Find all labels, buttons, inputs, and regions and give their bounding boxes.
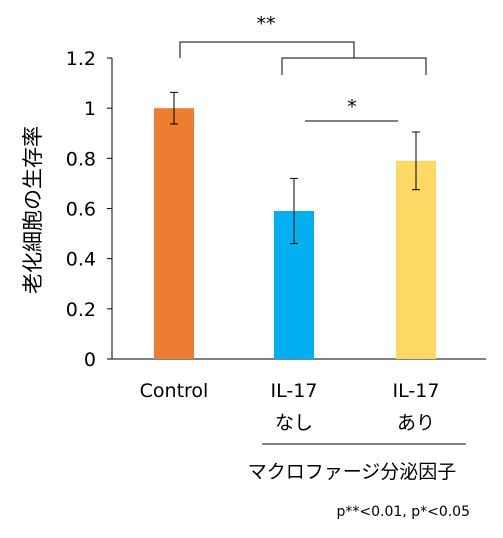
category-label-1: IL-17 (271, 380, 318, 402)
group-label: マクロファージ分泌因子 (248, 461, 457, 483)
error-bars-group (170, 91, 420, 245)
pvalue-note: p**<0.01, p*<0.05 (337, 504, 470, 520)
y-tick-label: 0.8 (66, 148, 96, 170)
category-sublabel-2: あり (397, 412, 435, 434)
y-tick-label: 1.2 (66, 48, 96, 70)
y-tick-label: 1 (84, 98, 96, 120)
category-label-0: Control (140, 380, 209, 402)
y-tick-label: 0.6 (66, 199, 96, 221)
significance-label-double: ** (257, 13, 276, 35)
bar-0 (154, 108, 194, 360)
category-label-2: IL-17 (393, 380, 440, 402)
bars-group (154, 108, 436, 360)
significance-bracket-inner: * (305, 96, 398, 122)
y-axis-title: 老化細胞の生存率 (21, 126, 45, 294)
significance-bracket-outer: ** (179, 13, 427, 75)
y-tick-label: 0 (84, 349, 96, 371)
category-sublabel-1: なし (275, 412, 313, 434)
y-axis-ticks: 0 0.2 0.4 0.6 0.8 1 1.2 (66, 48, 112, 371)
y-tick-label: 0.4 (66, 249, 96, 271)
bar-2 (396, 160, 436, 359)
significance-label-single: * (347, 96, 357, 118)
y-tick-label: 0.2 (66, 299, 96, 321)
category-labels: Control IL-17 なし IL-17 あり (140, 380, 440, 434)
